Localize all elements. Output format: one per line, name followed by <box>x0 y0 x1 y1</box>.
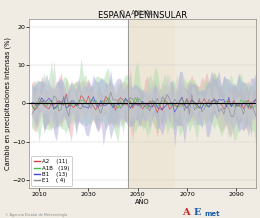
Title: ESPAÑA PENINSULAR: ESPAÑA PENINSULAR <box>98 11 187 20</box>
Text: met: met <box>204 211 220 217</box>
Text: E: E <box>194 208 201 217</box>
Y-axis label: Cambio en precipitaciones intensas (%): Cambio en precipitaciones intensas (%) <box>4 37 11 170</box>
Text: A: A <box>182 208 190 217</box>
Bar <box>128 19 175 188</box>
Text: ANUAL: ANUAL <box>131 10 155 16</box>
Bar <box>175 19 256 188</box>
X-axis label: AÑO: AÑO <box>135 198 150 205</box>
Legend: A2    (11), A1B   (19), B1    (13), E1    ( 4): A2 (11), A1B (19), B1 (13), E1 ( 4) <box>31 157 72 186</box>
Text: © Agencia Estatal de Meteorología: © Agencia Estatal de Meteorología <box>5 213 67 217</box>
